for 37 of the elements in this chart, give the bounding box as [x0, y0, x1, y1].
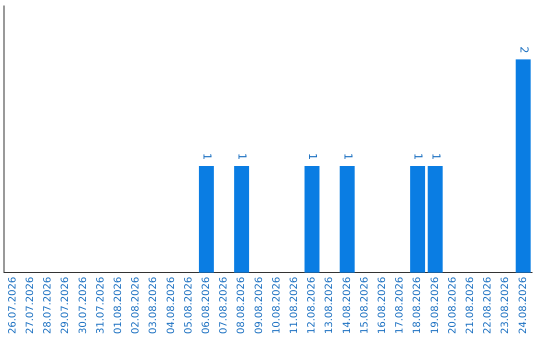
x-tick-label: 20.08.2026	[447, 276, 458, 334]
x-tick-label: 07.08.2026	[218, 276, 230, 334]
data-label: 1	[306, 153, 320, 160]
x-tick-label: 03.08.2026	[148, 276, 160, 334]
data-label: 1	[200, 153, 214, 160]
x-tick-label: 12.08.2026	[306, 276, 318, 334]
x-tick-label: 11.08.2026	[288, 276, 300, 334]
x-tick-label: 08.08.2026	[236, 276, 248, 334]
x-tick-label: 31.07.2026	[95, 276, 106, 334]
x-tick-label: 19.08.2026	[430, 276, 441, 334]
x-tick-label: 13.08.2026	[324, 276, 336, 334]
x-tick-label: 22.08.2026	[482, 276, 494, 334]
x-tick-label: 06.08.2026	[200, 276, 212, 334]
x-tick-label: 26.07.2026	[7, 276, 18, 334]
x-tick-label: 24.08.2026	[518, 276, 529, 334]
x-tick-label: 02.08.2026	[130, 276, 142, 334]
data-label: 1	[341, 153, 354, 160]
data-label: 1	[412, 153, 425, 160]
x-tick-label: 29.07.2026	[60, 276, 72, 334]
x-tick-label: 18.08.2026	[412, 276, 424, 334]
data-label: 2	[517, 46, 530, 54]
x-tick-label: 10.08.2026	[271, 276, 282, 334]
x-tick-label: 15.08.2026	[359, 276, 370, 334]
x-tick-label: 27.07.2026	[24, 276, 36, 334]
x-tick-label: 14.08.2026	[342, 276, 353, 334]
data-label: 1	[429, 153, 442, 160]
x-tick-label: 01.08.2026	[112, 276, 124, 334]
x-tick-label: 17.08.2026	[394, 276, 406, 334]
x-tick-label: 16.08.2026	[376, 276, 388, 334]
x-tick-label: 28.07.2026	[42, 276, 54, 334]
data-label: 1	[236, 153, 249, 160]
x-tick-label: 21.08.2026	[464, 276, 476, 334]
x-tick-label: 04.08.2026	[166, 276, 177, 334]
x-tick-label: 23.08.2026	[500, 276, 512, 334]
x-tick-label: 05.08.2026	[183, 276, 194, 334]
x-tick-label: 30.07.2026	[78, 276, 89, 334]
x-tick-label: 09.08.2026	[254, 276, 265, 334]
